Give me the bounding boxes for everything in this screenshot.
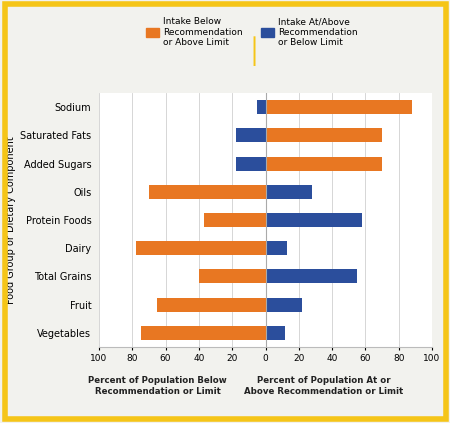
Text: │: │	[247, 36, 262, 66]
Bar	[257, 100, 266, 114]
Bar	[266, 297, 302, 312]
Bar	[140, 326, 266, 340]
Bar	[135, 241, 266, 255]
Bar	[235, 128, 266, 143]
Bar	[266, 269, 357, 283]
Bar	[266, 326, 285, 340]
Text: Percent of Population At or
Above Recommendation or Limit: Percent of Population At or Above Recomm…	[244, 376, 404, 396]
Bar	[235, 157, 266, 170]
Bar	[199, 269, 266, 283]
Bar	[266, 128, 382, 143]
Bar	[266, 241, 287, 255]
Text: Percent of Population Below
Recommendation or Limit: Percent of Population Below Recommendati…	[88, 376, 227, 396]
Bar	[204, 213, 266, 227]
Bar	[266, 157, 382, 170]
Legend: Intake Below
Recommendation
or Above Limit, Intake At/Above
Recommendation
or Be: Intake Below Recommendation or Above Lim…	[146, 17, 358, 47]
Bar	[266, 185, 312, 199]
Y-axis label: Food Group or Dietary Component: Food Group or Dietary Component	[6, 136, 16, 304]
Bar	[266, 100, 412, 114]
Bar	[266, 213, 362, 227]
Bar	[157, 297, 266, 312]
Bar	[149, 185, 266, 199]
